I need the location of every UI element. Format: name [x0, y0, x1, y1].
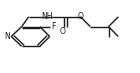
- Text: NH: NH: [41, 12, 53, 21]
- Text: F: F: [51, 22, 55, 31]
- Text: N: N: [4, 32, 10, 41]
- Text: O: O: [78, 12, 83, 21]
- Text: O: O: [60, 27, 66, 36]
